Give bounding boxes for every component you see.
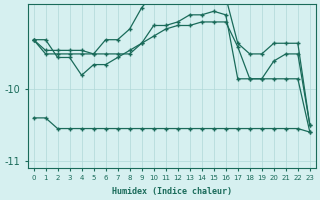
X-axis label: Humidex (Indice chaleur): Humidex (Indice chaleur) xyxy=(112,187,232,196)
